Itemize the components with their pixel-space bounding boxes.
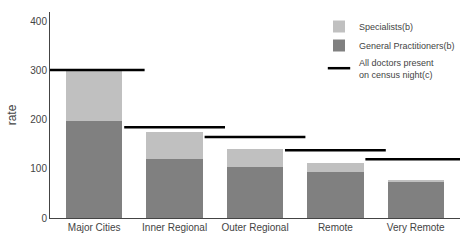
svg-text:Very Remote: Very Remote [387, 222, 445, 233]
svg-text:100: 100 [30, 163, 47, 174]
svg-text:Remote: Remote [318, 222, 353, 233]
svg-text:300: 300 [30, 65, 47, 76]
svg-text:Major Cities: Major Cities [68, 222, 121, 233]
svg-text:All doctors presenton census n: All doctors presenton census night(c) [359, 58, 434, 80]
svg-text:General Practitioners(b): General Practitioners(b) [359, 41, 455, 51]
svg-text:rate: rate [5, 104, 19, 125]
svg-text:400: 400 [30, 16, 47, 27]
svg-text:Outer Regional: Outer Regional [221, 222, 288, 233]
svg-text:200: 200 [30, 114, 47, 125]
svg-text:Inner Regional: Inner Regional [142, 222, 207, 233]
svg-text:0: 0 [41, 213, 47, 224]
svg-text:Specialists(b): Specialists(b) [359, 22, 413, 32]
